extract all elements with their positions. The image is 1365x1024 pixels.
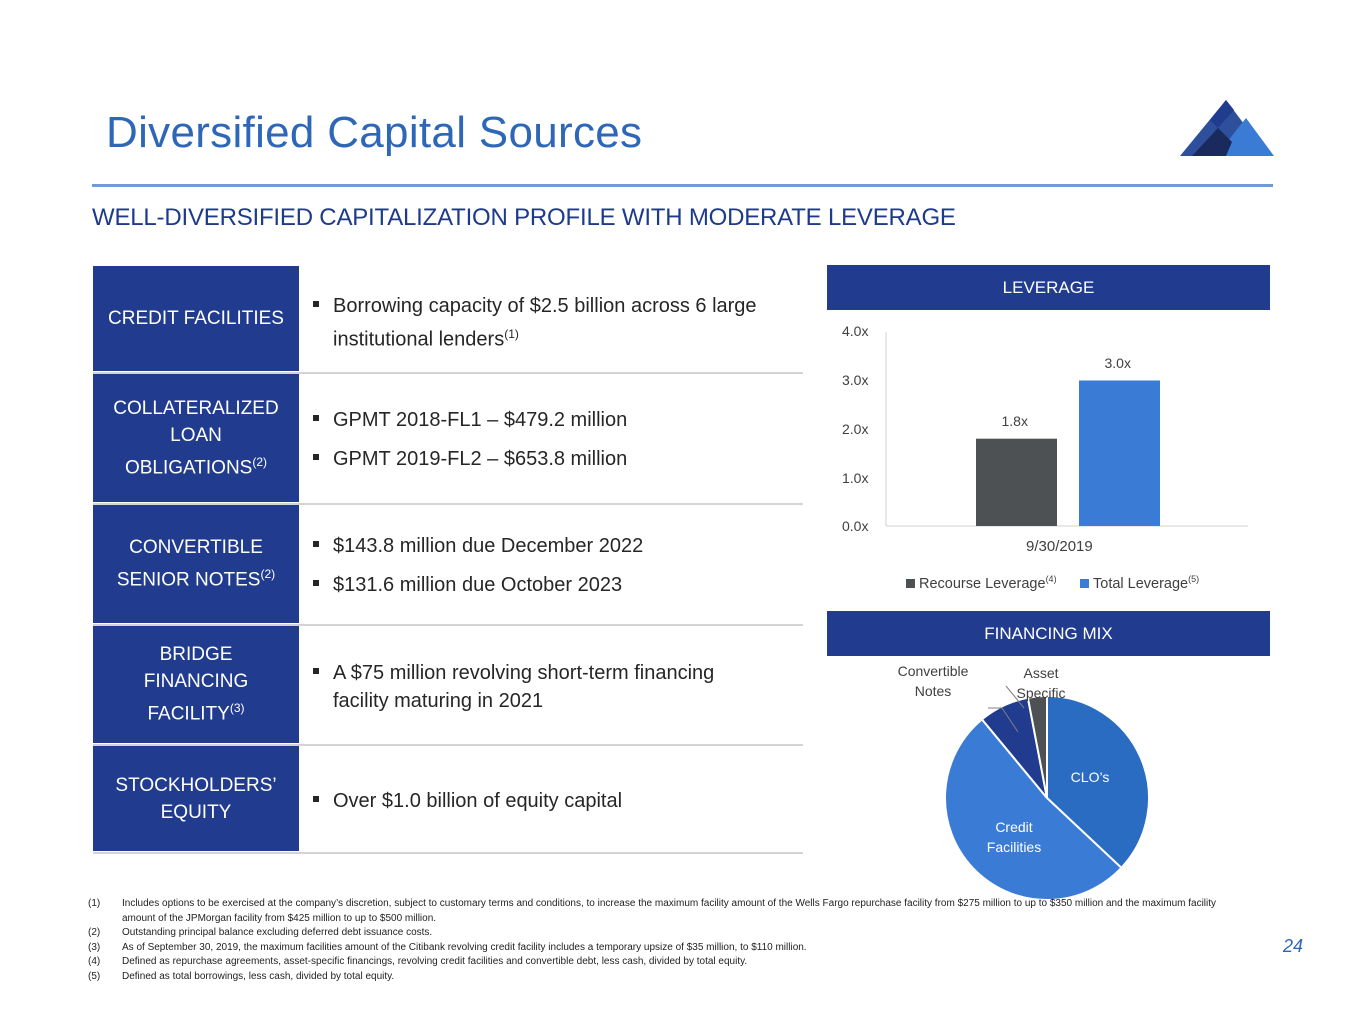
footnote-number: (2) [88, 927, 101, 938]
bullet-item: Over $1.0 billion of equity capital [313, 787, 622, 815]
footnote: (5) Defined as total borrowings, less cas… [88, 970, 1217, 985]
page-number: 24 [1283, 936, 1304, 956]
bullet-item: $131.6 million due October 2023 [313, 571, 622, 599]
label-convertible-notes: CONVERTIBLE SENIOR NOTES(2) [93, 505, 299, 623]
row-divider [93, 852, 803, 854]
bullet-item: Borrowing capacity of $2.5 billion acros… [313, 292, 763, 354]
row-divider [93, 624, 803, 626]
bar-total-leverage [1079, 380, 1160, 526]
x-category-label: 9/30/2019 [1026, 538, 1093, 555]
footnote-ref: (1) [504, 327, 519, 341]
leverage-panel-title: LEVERAGE [1002, 277, 1095, 297]
legend-label: Recourse Leverage [919, 575, 1046, 592]
footnote-text: Includes options to be exercised at the … [122, 898, 1217, 924]
footnote-text: Defined as repurchase agreements, asset-… [122, 956, 748, 967]
label-stockholders-equity: STOCKHOLDERS’ EQUITY [93, 746, 299, 851]
y-tick-label: 2.0x [842, 421, 869, 437]
financing-mix-pie-chart [944, 685, 1150, 901]
footnotes: (1) Includes options to be exercised at t… [88, 897, 1217, 984]
footnote-ref: (2) [252, 454, 268, 469]
bullet-square-icon [313, 414, 319, 421]
y-tick-label: 0.0x [842, 518, 869, 534]
bullet-square-icon [313, 540, 319, 547]
footnote: (3) As of September 30, 2019, the maximum… [88, 941, 1217, 956]
bar-value-label: 3.0x [1104, 354, 1131, 371]
section-subtitle: WELL-DIVERSIFIED CAPITALIZATION PROFILE … [92, 204, 956, 231]
label-text: COLLATERALIZED LOAN OBLIGATIONS [113, 397, 279, 479]
label-text: CONVERTIBLE SENIOR NOTES [116, 537, 263, 591]
financing-panel-header: FINANCING MIX [827, 611, 1270, 656]
bullet-square-icon [313, 453, 319, 460]
footnote-text: As of September 30, 2019, the maximum fa… [122, 941, 807, 953]
bullet-item: GPMT 2019-FL2 – $653.8 million [313, 445, 627, 473]
pie-slice-1 [944, 717, 1123, 901]
footnote: (1) Includes options to be exercised at t… [88, 897, 1217, 926]
footnote-text: Outstanding principal balance excluding … [122, 927, 433, 938]
footnote-number: (4) [88, 956, 101, 967]
bar-value-label: 1.8x [1001, 412, 1028, 429]
bullet-text: Borrowing capacity of $2.5 billion acros… [333, 295, 757, 351]
leader-line [1005, 685, 1025, 709]
bullet-square-icon [313, 795, 319, 802]
row-divider [93, 503, 803, 505]
pie-slice-3 [1026, 694, 1048, 799]
page-title: Diversified Capital Sources [106, 108, 643, 157]
pie-label-asset-specific: Asset Specific [1016, 665, 1066, 701]
row-divider [93, 744, 803, 746]
y-tick-label: 1.0x [842, 470, 869, 486]
bullet-text: A $75 million revolving short-term finan… [333, 662, 715, 712]
leader-line [1001, 707, 1019, 733]
legend-total-leverage: Total Leverage(5) [1080, 574, 1199, 592]
footnote: (2) Outstanding principal balance excludi… [88, 926, 1217, 941]
footnote-ref: (3) [229, 701, 245, 716]
footnote-ref: (4) [1045, 574, 1057, 584]
bullet-text: $131.6 million due October 2023 [333, 574, 623, 596]
label-clo: COLLATERALIZED LOAN OBLIGATIONS(2) [93, 374, 299, 502]
legend-swatch [906, 578, 915, 588]
leverage-panel-header: LEVERAGE [827, 265, 1270, 310]
bullet-text: GPMT 2019-FL2 – $653.8 million [333, 448, 628, 470]
footnote-ref: (2) [260, 567, 276, 582]
label-text: BRIDGE FINANCING FACILITY [143, 644, 249, 725]
footnote-text: Defined as total borrowings, less cash, … [122, 970, 395, 982]
label-credit-facilities: CREDIT FACILITIES [93, 266, 299, 371]
footnote-number: (3) [88, 941, 101, 953]
bullet-text: GPMT 2018-FL1 – $479.2 million [333, 409, 628, 431]
title-divider [92, 184, 1273, 187]
bullet-square-icon [313, 579, 319, 586]
footnote: (4) Defined as repurchase agreements, ass… [88, 955, 1217, 970]
pie-label-convertible-notes: Convertible Notes [897, 663, 969, 699]
bullet-item: GPMT 2018-FL1 – $479.2 million [313, 406, 627, 434]
pie-slice-0 [1046, 694, 1150, 870]
label-text: CREDIT FACILITIES [108, 308, 284, 329]
footnote-number: (1) [88, 898, 101, 909]
label-bridge-facility: BRIDGE FINANCING FACILITY(3) [93, 626, 299, 743]
footnote-ref: (5) [1188, 574, 1200, 584]
y-tick-label: 3.0x [842, 372, 869, 388]
pie-label-clos: CLO’s [1070, 769, 1110, 785]
y-tick-label: 4.0x [842, 323, 869, 339]
bullet-square-icon [313, 300, 319, 307]
pie-label-credit-facilities: Credit Facilities [986, 819, 1042, 855]
bar-recourse-leverage [976, 438, 1057, 526]
financing-panel-title: FINANCING MIX [984, 623, 1113, 643]
row-divider [93, 372, 803, 374]
legend-swatch [1080, 578, 1089, 588]
bullet-text: $143.8 million due December 2022 [333, 535, 644, 557]
legend-label: Total Leverage [1093, 575, 1189, 592]
bullet-item: A $75 million revolving short-term finan… [313, 659, 773, 715]
bullet-item: $143.8 million due December 2022 [313, 532, 643, 560]
footnote-number: (5) [88, 970, 101, 982]
legend-recourse-leverage: Recourse Leverage(4) [906, 574, 1057, 592]
bullet-square-icon [313, 667, 319, 674]
bullet-text: Over $1.0 billion of equity capital [333, 790, 623, 812]
mountain-logo-icon [1180, 100, 1274, 156]
label-text: STOCKHOLDERS’ EQUITY [115, 774, 277, 823]
leverage-bar-chart [885, 332, 1248, 527]
